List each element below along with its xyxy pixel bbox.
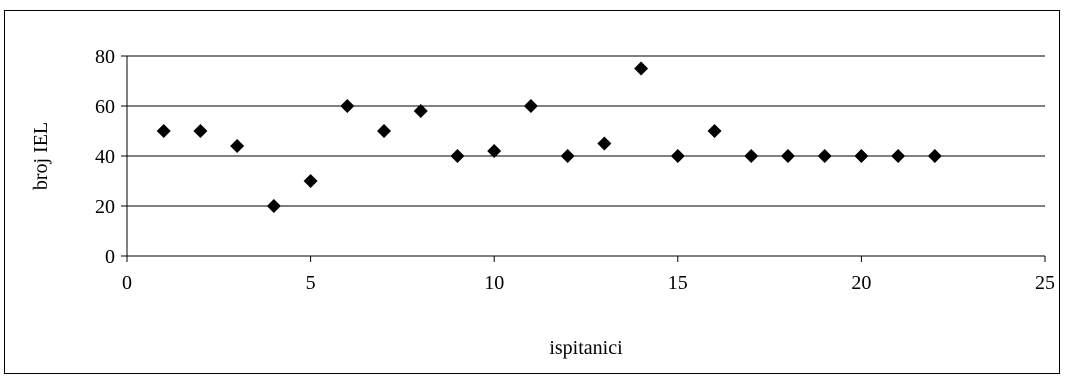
x-tick-label-4: 20 — [851, 272, 871, 294]
y-tick-label-2: 40 — [95, 146, 115, 168]
gridlines — [127, 55, 1045, 207]
y-tick-label-4: 80 — [95, 46, 115, 68]
data-point-1 — [156, 124, 171, 138]
data-point-3 — [230, 139, 245, 153]
y-tick-label-0: 0 — [105, 246, 115, 268]
data-point-14 — [634, 61, 649, 76]
data-point-17 — [744, 149, 759, 163]
data-point-20 — [854, 149, 869, 163]
y-axis-label: broj IEL — [30, 122, 52, 190]
data-point-10 — [487, 144, 502, 158]
data-point-2 — [193, 124, 208, 138]
y-tick-label-1: 20 — [95, 196, 115, 218]
data-point-21 — [891, 149, 906, 163]
data-point-19 — [817, 149, 832, 163]
data-point-9 — [450, 149, 465, 163]
x-tick-label-1: 5 — [306, 272, 316, 294]
data-point-16 — [707, 124, 722, 138]
x-tick-label-2: 10 — [484, 272, 504, 294]
data-point-18 — [780, 149, 795, 163]
chart-frame — [4, 10, 1060, 374]
data-point-5 — [303, 174, 318, 188]
data-points — [156, 61, 942, 213]
data-point-13 — [597, 136, 612, 151]
data-point-22 — [927, 149, 942, 163]
y-tick-label-3: 60 — [95, 96, 115, 118]
x-tick-label-5: 25 — [1035, 272, 1055, 294]
data-point-6 — [340, 99, 355, 113]
x-tick-label-3: 15 — [668, 272, 688, 294]
x-axis-label: ispitanici — [549, 337, 623, 359]
ticks: 0 20 40 60 80 0 5 10 15 20 25 — [95, 46, 1055, 294]
data-point-12 — [560, 149, 575, 163]
data-point-11 — [523, 99, 538, 113]
data-point-7 — [377, 124, 392, 138]
data-point-4 — [266, 199, 281, 213]
data-point-15 — [670, 149, 685, 163]
data-point-8 — [413, 104, 428, 118]
x-tick-label-0: 0 — [122, 272, 132, 294]
